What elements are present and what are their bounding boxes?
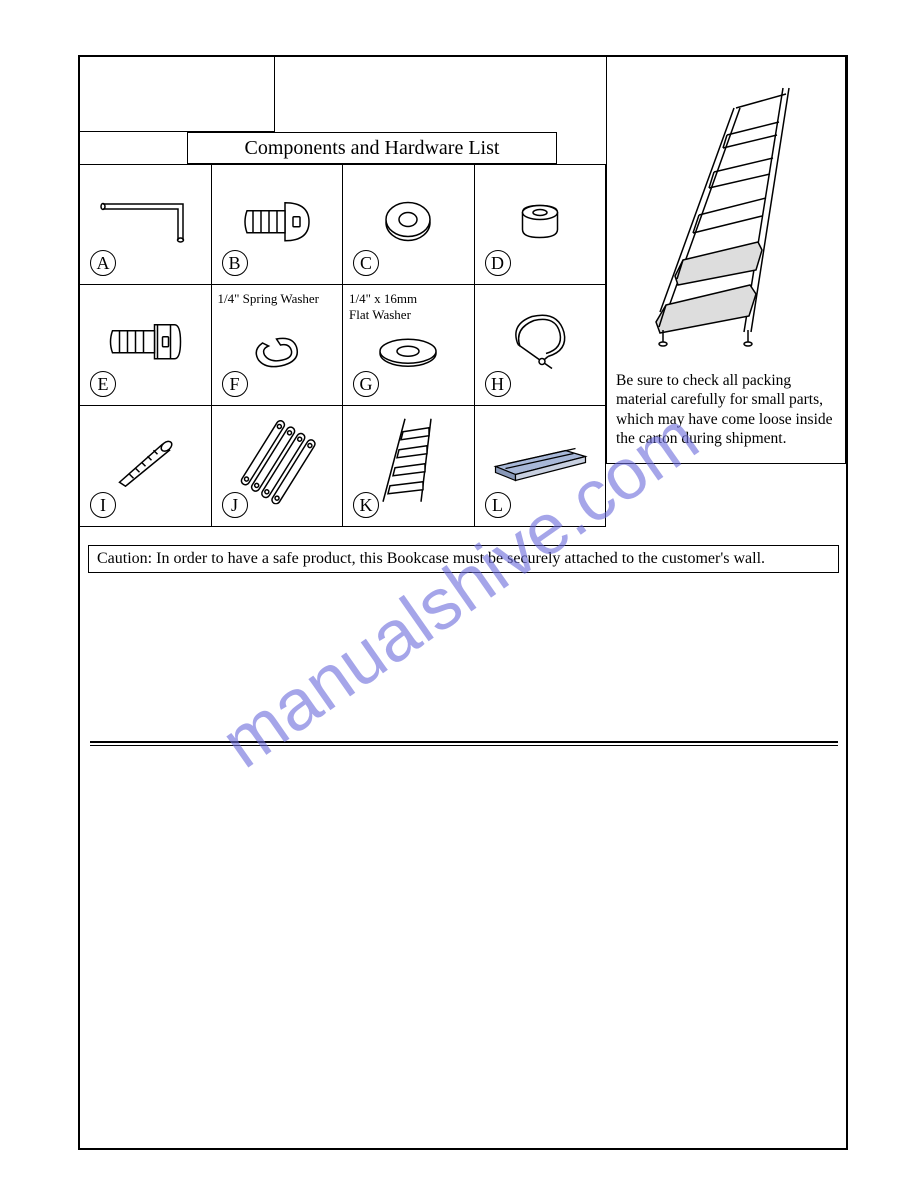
- hex-bolt-icon: [103, 315, 188, 370]
- letter-badge-j: J: [222, 492, 248, 518]
- part-cell-h: H: [475, 285, 607, 406]
- part-cell-d: D: [475, 164, 607, 285]
- letter-badge-l: L: [485, 492, 511, 518]
- part-cell-j: J: [212, 406, 344, 527]
- spacer-icon: [512, 197, 567, 247]
- strap-icon: [500, 307, 580, 377]
- brackets-icon: [229, 419, 324, 504]
- part-cell-g: 1/4" x 16mm Flat Washer G: [343, 285, 475, 406]
- part-label-g: 1/4" x 16mm Flat Washer: [349, 291, 417, 322]
- part-cell-f: 1/4" Spring Washer F: [212, 285, 344, 406]
- shelf-icon: [487, 439, 592, 489]
- part-cell-l: L: [475, 406, 607, 527]
- part-cell-k: K: [343, 406, 475, 527]
- letter-badge-k: K: [353, 492, 379, 518]
- letter-badge-b: B: [222, 250, 248, 276]
- spring-washer-icon: [244, 325, 309, 375]
- letter-badge-g: G: [353, 371, 379, 397]
- section-title: Components and Hardware List: [187, 132, 557, 164]
- letter-badge-c: C: [353, 250, 379, 276]
- ladder-frame-icon: [373, 414, 443, 509]
- letter-badge-d: D: [485, 250, 511, 276]
- components-grid: A B: [79, 164, 606, 527]
- washer-icon: [378, 197, 438, 247]
- part-label-f: 1/4" Spring Washer: [218, 291, 320, 307]
- letter-badge-a: A: [90, 250, 116, 276]
- letter-badge-f: F: [222, 371, 248, 397]
- flat-washer-icon: [373, 329, 443, 374]
- part-cell-e: E: [79, 285, 212, 406]
- top-left-cell: [79, 56, 275, 132]
- part-cell-b: B: [212, 164, 344, 285]
- letter-badge-e: E: [90, 371, 116, 397]
- caution-box: Caution: In order to have a safe product…: [88, 545, 839, 573]
- bolt-icon: [237, 194, 317, 249]
- packing-note: Be sure to check all packing material ca…: [616, 371, 840, 449]
- product-illustration: [628, 80, 828, 355]
- letter-badge-h: H: [485, 371, 511, 397]
- screw-icon: [108, 430, 183, 495]
- part-cell-i: I: [79, 406, 212, 527]
- divider-double: [90, 741, 838, 746]
- part-cell-a: A: [79, 164, 212, 285]
- allen-key-icon: [95, 192, 195, 252]
- part-cell-c: C: [343, 164, 475, 285]
- letter-badge-i: I: [90, 492, 116, 518]
